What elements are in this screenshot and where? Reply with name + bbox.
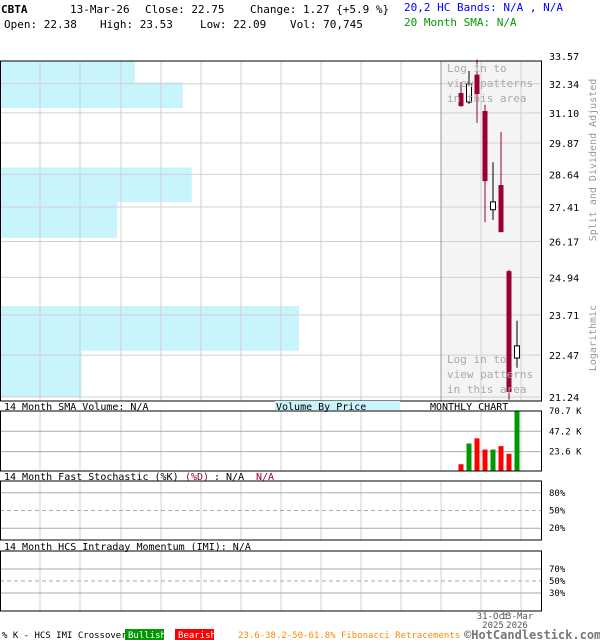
volume-tick-label: 23.6 K (549, 448, 582, 458)
oscillator-panel-border (0, 550, 542, 612)
volume-tick-label: 70.7 K (549, 407, 582, 417)
candle-down (498, 185, 504, 233)
candle-down (506, 271, 512, 393)
symbol: CBTA (1, 3, 28, 16)
volume-bar (458, 464, 464, 471)
volume-by-price-bar (1, 201, 118, 238)
copyright: ©HotCandlestick.com (464, 628, 600, 640)
bearish-badge (175, 629, 214, 640)
volume-bar (466, 443, 472, 471)
fibonacci-label: 23.6-38.2-50-61.8% Fibonacci Retracement… (238, 631, 460, 640)
price-tick-label: 26.17 (549, 238, 579, 249)
date-label: 13-Mar (501, 612, 534, 622)
stochastic-k-value: : N/A (214, 472, 244, 483)
volume-tick-label: 47.2 K (549, 427, 582, 437)
price-tick-label: 21.24 (549, 393, 579, 404)
volume-bar (490, 449, 496, 471)
candle-up (514, 345, 520, 359)
volume-by-price-bar (1, 305, 299, 351)
high-value: High: 23.53 (100, 18, 173, 31)
price-panel-border (0, 60, 542, 402)
close-value: Close: 22.75 (145, 3, 225, 16)
axis-note-top: Split and Dividend Adjusted (588, 79, 599, 242)
open-value: Open: 22.38 (4, 18, 77, 31)
volume-by-price-bar (1, 82, 183, 109)
oscillator-tick-label: 50% (549, 577, 566, 587)
volume-bar (474, 438, 480, 471)
candle-up (466, 83, 472, 103)
low-value: Low: 22.09 (200, 18, 267, 31)
volume-panel-title: 14 Month SMA Volume: N/A (4, 402, 149, 413)
year-label: 2025 (482, 621, 504, 631)
chart-title: MONTHLY CHART (430, 402, 508, 413)
volume-bar (498, 446, 504, 471)
hc-bands: 20,2 HC Bands: N/A , N/A (404, 1, 563, 14)
candle-down (482, 111, 488, 182)
shaded-area (441, 61, 541, 401)
price-tick-label: 32.34 (549, 80, 579, 91)
price-tick-label: 29.87 (549, 139, 579, 150)
vbp-label-bg (275, 401, 400, 410)
volume-by-price-bar (1, 167, 192, 202)
year-label: 2026 (506, 621, 528, 631)
volume-panel-border (0, 410, 542, 472)
oscillator-tick-label: 20% (549, 524, 566, 534)
volume-by-price-bar (1, 350, 82, 397)
watermark-top: Log in to view patterns in this area (447, 62, 533, 105)
price-tick-label: 27.41 (549, 203, 579, 214)
change-value: Change: 1.27 {+5.9 %} (250, 3, 390, 16)
price-tick-label: 23.71 (549, 311, 579, 322)
date-label: 31-Oct (477, 612, 510, 622)
imi-title: 14 Month HCS Intraday Momentum (IMI): N/… (4, 542, 251, 553)
bullish-label: Bullish (128, 631, 166, 640)
stochastic-d-value: N/A (256, 472, 274, 483)
candle-up (490, 201, 496, 211)
oscillator-panel-border (0, 480, 542, 541)
candle-down (474, 74, 480, 95)
oscillator-tick-label: 80% (549, 489, 566, 499)
sma-value: 20 Month SMA: N/A (404, 16, 517, 29)
candle-down (458, 93, 464, 107)
oscillator-tick-label: 30% (549, 589, 566, 599)
oscillator-tick-label: 70% (549, 565, 566, 575)
vbp-label: Volume By Price (276, 402, 366, 413)
bearish-label: Bearish (178, 631, 216, 640)
price-tick-label: 33.57 (549, 52, 579, 63)
axis-note-bottom: Logarithmic (588, 305, 599, 371)
price-tick-label: 22.47 (549, 351, 579, 362)
volume-value: Vol: 70,745 (290, 18, 363, 31)
price-tick-label: 31.10 (549, 109, 579, 120)
volume-bar (514, 411, 520, 471)
oscillator-tick-label: 50% (549, 507, 566, 517)
price-tick-label: 28.64 (549, 170, 579, 181)
bullish-badge (125, 629, 164, 640)
volume-bar (506, 453, 512, 471)
stochastic-title: 14 Month Fast Stochastic (%K) (4, 472, 179, 483)
date: 13-Mar-26 (70, 3, 130, 16)
stochastic-d-label: (%D) (185, 472, 209, 483)
volume-by-price-bar (1, 61, 136, 83)
watermark-bottom: Log in to view patterns in this area (447, 353, 533, 396)
price-tick-label: 24.94 (549, 273, 579, 284)
footer-legend: % K - HCS IMI Crossover, (2, 631, 132, 640)
volume-bar (482, 449, 488, 471)
